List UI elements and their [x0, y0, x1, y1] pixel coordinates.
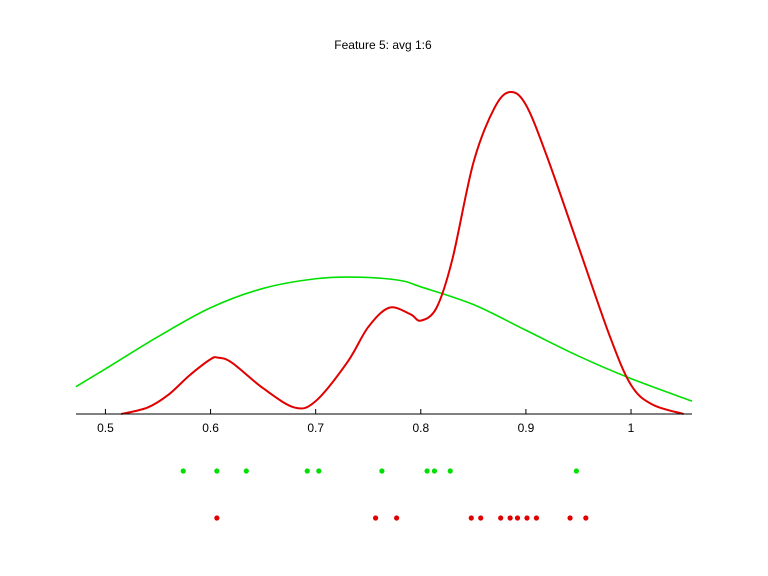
green-sample-point — [573, 468, 579, 474]
x-tick-label: 0.5 — [97, 421, 114, 435]
green-sample-point — [304, 468, 310, 474]
red-sample-point — [394, 515, 400, 521]
red-sample-point — [507, 515, 513, 521]
green-sample-point — [431, 468, 438, 474]
red-sample-point — [498, 515, 504, 521]
density-curves — [75, 90, 693, 415]
green-density-curve — [75, 276, 693, 402]
x-tick-label: 0.7 — [307, 421, 324, 435]
red-sample-point — [214, 515, 220, 521]
x-tick-label: 0.8 — [412, 421, 429, 435]
red-density-curve — [120, 90, 684, 415]
green-sample-point — [180, 468, 186, 474]
green-sample-point — [379, 468, 385, 474]
x-tick-label: 1 — [628, 421, 635, 435]
red-sample-point — [468, 515, 474, 521]
red-sample-point — [533, 515, 540, 521]
green-sample-point — [316, 468, 322, 474]
green-sample-point — [243, 468, 249, 474]
sample-points — [180, 468, 589, 521]
red-sample-point — [567, 515, 573, 521]
x-tick-label: 0.9 — [518, 421, 535, 435]
red-sample-point — [583, 515, 589, 521]
green-sample-point — [447, 468, 453, 474]
green-sample-point — [214, 468, 220, 474]
red-sample-point — [524, 515, 530, 521]
x-tick-label: 0.6 — [202, 421, 219, 435]
x-axis-ticks: 0.5 0.6 0.7 0.8 0.9 1 — [97, 409, 635, 435]
green-sample-point — [424, 468, 430, 474]
red-sample-point — [372, 515, 379, 521]
chart-title: Feature 5: avg 1:6 — [334, 38, 432, 52]
red-sample-point — [478, 515, 484, 521]
red-sample-point — [514, 515, 521, 521]
